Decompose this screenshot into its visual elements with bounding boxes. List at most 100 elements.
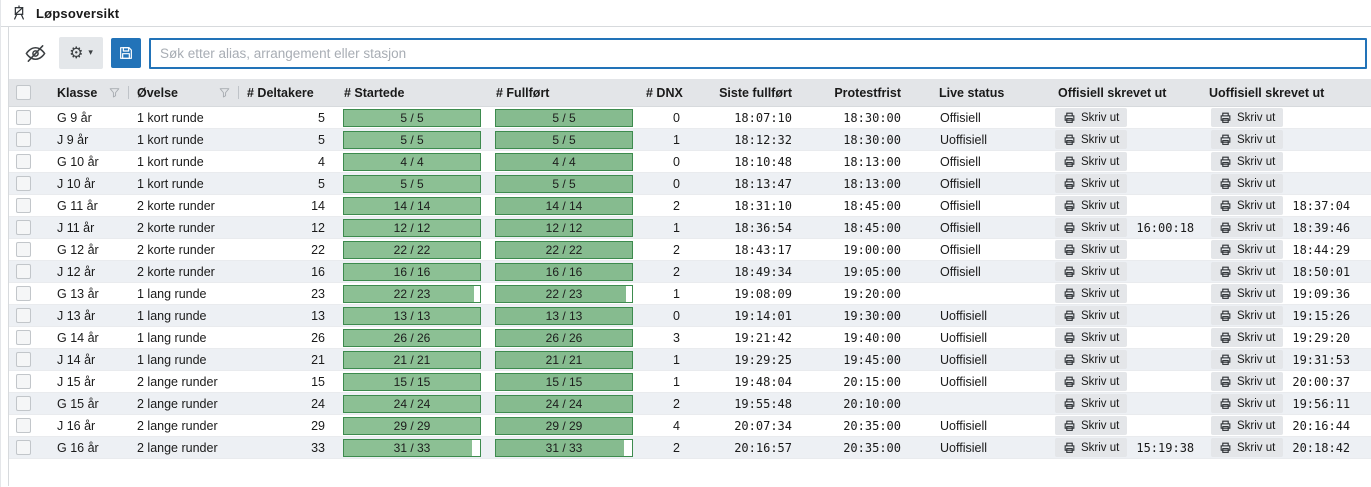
cell-uoffisiell-skrevet-ut: Skriv ut 18:50:01 (1203, 262, 1371, 281)
column-header-klasse[interactable]: Klasse (49, 86, 129, 100)
startede-progress-bar: 13 / 13 (343, 306, 481, 325)
select-all-checkbox[interactable] (16, 85, 31, 100)
print-unofficial-button[interactable]: Skriv ut (1211, 108, 1284, 127)
print-unofficial-button[interactable]: Skriv ut (1211, 196, 1284, 215)
print-official-button[interactable]: Skriv ut (1055, 174, 1128, 193)
row-checkbox[interactable] (16, 220, 31, 235)
progress-label: 24 / 24 (545, 396, 583, 411)
fullfort-progress-bar: 5 / 5 (495, 174, 633, 193)
print-official-button[interactable]: Skriv ut (1055, 130, 1128, 149)
save-icon (118, 45, 134, 61)
print-official-button[interactable]: Skriv ut (1055, 416, 1128, 435)
print-unofficial-button[interactable]: Skriv ut (1211, 174, 1284, 193)
row-checkbox[interactable] (16, 308, 31, 323)
row-checkbox[interactable] (16, 242, 31, 257)
print-unofficial-button[interactable]: Skriv ut (1211, 306, 1284, 325)
table-row[interactable]: J 11 år 2 korte runder 12 12 / 12 12 / 1… (9, 217, 1371, 239)
print-unofficial-button[interactable]: Skriv ut (1211, 262, 1284, 281)
progress-label: 14 / 14 (545, 198, 583, 213)
table-row[interactable]: G 9 år 1 kort runde 5 5 / 5 5 / 5 0 18:0… (9, 107, 1371, 129)
column-header-fullfort[interactable]: # Fullført (496, 85, 550, 100)
print-official-button[interactable]: Skriv ut (1055, 152, 1128, 171)
print-official-button[interactable]: Skriv ut (1055, 328, 1128, 347)
print-button-label: Skriv ut (1081, 133, 1120, 146)
print-official-button[interactable]: Skriv ut (1055, 372, 1128, 391)
print-official-button[interactable]: Skriv ut (1055, 262, 1128, 281)
progress-fill (496, 307, 632, 324)
table-row[interactable]: G 10 år 1 kort runde 4 4 / 4 4 / 4 0 18:… (9, 151, 1371, 173)
print-official-button[interactable]: Skriv ut (1055, 284, 1128, 303)
column-header-uoffisiell-skrevet-ut[interactable]: Uoffisiell skrevet ut (1209, 85, 1325, 100)
print-unofficial-button[interactable]: Skriv ut (1211, 152, 1284, 171)
table-row[interactable]: G 11 år 2 korte runder 14 14 / 14 14 / 1… (9, 195, 1371, 217)
row-checkbox[interactable] (16, 176, 31, 191)
row-checkbox[interactable] (16, 440, 31, 455)
print-unofficial-button[interactable]: Skriv ut (1211, 350, 1284, 369)
print-unofficial-button[interactable]: Skriv ut (1211, 240, 1284, 259)
row-checkbox[interactable] (16, 286, 31, 301)
column-header-deltakere[interactable]: # Deltakere (247, 85, 314, 100)
print-official-button[interactable]: Skriv ut (1055, 394, 1128, 413)
column-header-live-status[interactable]: Live status (939, 85, 1005, 100)
table-row[interactable]: J 9 år 1 kort runde 5 5 / 5 5 / 5 1 18:1… (9, 129, 1371, 151)
progress-label: 12 / 12 (545, 220, 583, 235)
settings-dropdown-button[interactable]: ⚙ ▾ (59, 37, 103, 69)
print-official-button[interactable]: Skriv ut (1055, 218, 1128, 237)
print-unofficial-button[interactable]: Skriv ut (1211, 284, 1284, 303)
filter-icon[interactable] (218, 86, 231, 99)
table-row[interactable]: G 16 år 2 lange runder 33 31 / 33 31 / 3… (9, 437, 1371, 459)
table-row[interactable]: J 13 år 1 lang runde 13 13 / 13 13 / 13 … (9, 305, 1371, 327)
progress-label: 15 / 15 (545, 374, 583, 389)
row-checkbox[interactable] (16, 418, 31, 433)
row-checkbox[interactable] (16, 396, 31, 411)
print-button-label: Skriv ut (1081, 199, 1120, 212)
print-unofficial-button[interactable]: Skriv ut (1211, 130, 1284, 149)
print-unofficial-button[interactable]: Skriv ut (1211, 416, 1284, 435)
row-checkbox[interactable] (16, 352, 31, 367)
print-unofficial-button[interactable]: Skriv ut (1211, 372, 1284, 391)
row-checkbox[interactable] (16, 374, 31, 389)
table-row[interactable]: G 12 år 2 korte runder 22 22 / 22 22 / 2… (9, 239, 1371, 261)
table-row[interactable]: G 13 år 1 lang runde 23 22 / 23 22 / 23 … (9, 283, 1371, 305)
progress-label: 22 / 23 (393, 286, 431, 301)
row-checkbox[interactable] (16, 330, 31, 345)
table-row[interactable]: J 15 år 2 lange runder 15 15 / 15 15 / 1… (9, 371, 1371, 393)
row-checkbox[interactable] (16, 110, 31, 125)
print-official-button[interactable]: Skriv ut (1055, 350, 1128, 369)
print-official-button[interactable]: Skriv ut (1055, 108, 1128, 127)
column-header-dnx[interactable]: # DNX (646, 85, 683, 100)
save-button[interactable] (111, 38, 141, 68)
table-row[interactable]: J 14 år 1 lang runde 21 21 / 21 21 / 21 … (9, 349, 1371, 371)
print-official-button[interactable]: Skriv ut (1055, 438, 1128, 457)
print-official-button[interactable]: Skriv ut (1055, 196, 1128, 215)
filter-icon[interactable] (108, 86, 121, 99)
table-row[interactable]: G 14 år 1 lang runde 26 26 / 26 26 / 26 … (9, 327, 1371, 349)
row-checkbox[interactable] (16, 132, 31, 147)
unofficial-print-time: 20:16:44 (1292, 418, 1351, 433)
row-checkbox[interactable] (16, 154, 31, 169)
print-official-button[interactable]: Skriv ut (1055, 240, 1128, 259)
table-row[interactable]: G 15 år 2 lange runder 24 24 / 24 24 / 2… (9, 393, 1371, 415)
hide-columns-button[interactable] (19, 37, 51, 69)
column-header-offisiell-skrevet-ut[interactable]: Offisiell skrevet ut (1058, 85, 1167, 100)
column-header-ovelse[interactable]: Øvelse (129, 86, 239, 100)
table-row[interactable]: J 12 år 2 korte runder 16 16 / 16 16 / 1… (9, 261, 1371, 283)
print-unofficial-button[interactable]: Skriv ut (1211, 328, 1284, 347)
row-checkbox[interactable] (16, 264, 31, 279)
print-official-button[interactable]: Skriv ut (1055, 306, 1128, 325)
search-input[interactable] (149, 37, 1367, 69)
column-header-startede[interactable]: # Startede (344, 85, 405, 100)
column-header-protestfrist[interactable]: Protestfrist (834, 85, 901, 100)
column-header-siste-fullfort[interactable]: Siste fullført (719, 85, 792, 100)
row-checkbox[interactable] (16, 198, 31, 213)
print-unofficial-button[interactable]: Skriv ut (1211, 394, 1284, 413)
fullfort-progress-bar: 24 / 24 (495, 394, 633, 413)
progress-fill (344, 241, 480, 258)
print-unofficial-button[interactable]: Skriv ut (1211, 218, 1284, 237)
print-unofficial-button[interactable]: Skriv ut (1211, 438, 1284, 457)
progress-fill (496, 263, 632, 280)
cell-uoffisiell-skrevet-ut: Skriv ut (1203, 130, 1371, 149)
table-row[interactable]: J 16 år 2 lange runder 29 29 / 29 29 / 2… (9, 415, 1371, 437)
startede-progress-bar: 5 / 5 (343, 130, 481, 149)
table-row[interactable]: J 10 år 1 kort runde 5 5 / 5 5 / 5 0 18:… (9, 173, 1371, 195)
